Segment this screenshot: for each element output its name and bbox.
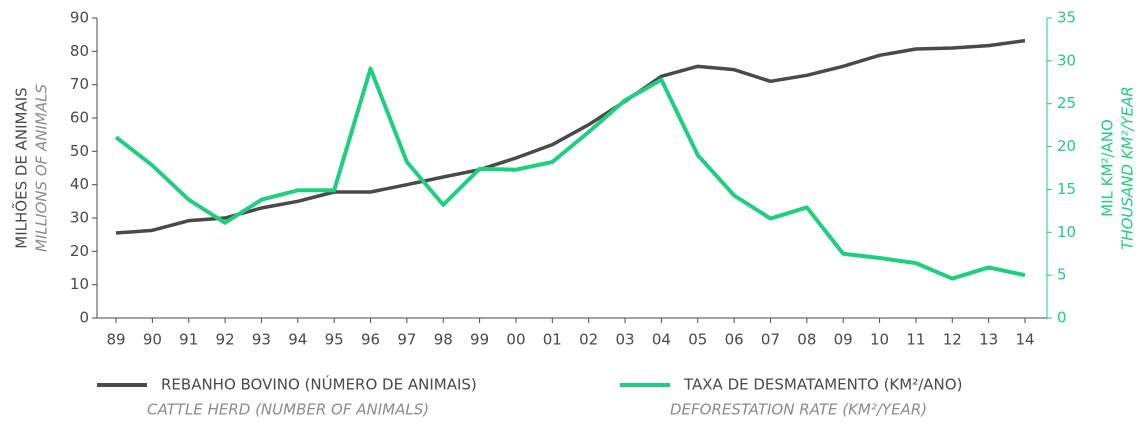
- y2-tick-label: 5: [1057, 266, 1067, 284]
- y2-label: MIL KM²/ANO: [1099, 119, 1117, 217]
- y-tick-label: 20: [70, 242, 89, 260]
- y-tick-label: 90: [70, 9, 89, 27]
- x-tick-label: 97: [397, 331, 416, 349]
- y2-tick-label: 15: [1057, 180, 1076, 198]
- x-tick-label: 11: [906, 331, 925, 349]
- legend-sublabel: DEFORESTATION RATE (KM²/YEAR): [670, 401, 927, 419]
- x-tick-label: 89: [106, 331, 125, 349]
- legend-label: REBANHO BOVINO (NÚMERO DE ANIMAIS): [161, 375, 477, 394]
- x-tick-label: 96: [361, 331, 380, 349]
- y-label: MILHÕES DE ANIMAIS: [12, 87, 31, 248]
- y-tick-label: 10: [70, 275, 89, 293]
- x-tick-label: 93: [252, 331, 271, 349]
- x-tick-label: 12: [943, 331, 962, 349]
- y-tick-label: 50: [70, 142, 89, 160]
- x-tick-label: 03: [615, 331, 634, 349]
- y2-tick-label: 35: [1057, 9, 1076, 27]
- y2-tick-label: 20: [1057, 137, 1076, 155]
- x-tick-label: 09: [834, 331, 853, 349]
- x-tick-label: 10: [870, 331, 889, 349]
- x-tick-label: 92: [216, 331, 235, 349]
- y2-tick-label: 10: [1057, 223, 1076, 241]
- x-tick-label: 08: [797, 331, 816, 349]
- y-tick-label: 40: [70, 175, 89, 193]
- x-tick-label: 94: [288, 331, 307, 349]
- x-tick-label: 04: [652, 331, 671, 349]
- y2-tick-label: 0: [1057, 309, 1067, 327]
- y2-tick-label: 25: [1057, 94, 1076, 112]
- y-label-en: MILLIONS OF ANIMALS: [33, 84, 51, 252]
- y2-label-en: THOUSAND KM²/YEAR: [1119, 86, 1137, 250]
- x-tick-label: 91: [179, 331, 198, 349]
- x-tick-label: 14: [1015, 331, 1034, 349]
- legend-sublabel: CATTLE HERD (NUMBER OF ANIMALS): [147, 401, 429, 419]
- legend-label: TAXA DE DESMATAMENTO (KM²/ANO): [683, 376, 962, 394]
- series-line: [114, 66, 1026, 281]
- x-tick-label: 13: [979, 331, 998, 349]
- y-axis-title: MILHÕES DE ANIMAIS MILLIONS OF ANIMALS: [12, 84, 51, 252]
- x-tick-label: 01: [543, 331, 562, 349]
- y-tick-label: 80: [70, 42, 89, 60]
- x-tick-label: 99: [470, 331, 489, 349]
- y-tick-label: 60: [70, 109, 89, 127]
- y2-axis-title: MIL KM²/ANO THOUSAND KM²/YEAR: [1099, 86, 1137, 250]
- x-tick-label: 02: [579, 331, 598, 349]
- x-tick-label: 00: [506, 331, 525, 349]
- x-tick-label: 98: [434, 331, 453, 349]
- x-tick-label: 05: [688, 331, 707, 349]
- x-tick-label: 06: [725, 331, 744, 349]
- y-tick-label: 70: [70, 75, 89, 93]
- x-tick-label: 07: [761, 331, 780, 349]
- x-tick-label: 95: [325, 331, 344, 349]
- y-tick-label: 30: [70, 209, 89, 227]
- series-line: [115, 38, 1026, 235]
- x-tick-label: 90: [143, 331, 162, 349]
- y-tick-label: 0: [79, 309, 89, 327]
- y2-tick-label: 30: [1057, 51, 1076, 69]
